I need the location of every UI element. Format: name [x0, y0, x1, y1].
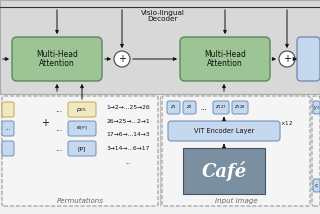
Text: ...: ... [125, 160, 131, 165]
FancyBboxPatch shape [2, 102, 14, 117]
Text: $z_2$: $z_2$ [186, 104, 193, 111]
Text: Multi-Head: Multi-Head [204, 49, 246, 58]
Text: +: + [41, 118, 49, 128]
Text: $e_{[P]}$: $e_{[P]}$ [76, 124, 88, 133]
Circle shape [279, 51, 295, 67]
FancyBboxPatch shape [68, 102, 96, 117]
Text: c: c [315, 183, 318, 188]
Text: $y_1$: $y_1$ [313, 104, 320, 111]
Text: ...: ... [5, 126, 11, 131]
Text: ...: ... [201, 104, 207, 110]
Text: ...: ... [55, 105, 63, 114]
Text: $p_{25}$: $p_{25}$ [76, 106, 88, 113]
FancyBboxPatch shape [2, 141, 14, 156]
FancyBboxPatch shape [12, 37, 102, 81]
Text: Multi-Head: Multi-Head [36, 49, 78, 58]
FancyBboxPatch shape [68, 121, 96, 136]
Text: 1→2→...25→26: 1→2→...25→26 [106, 104, 150, 110]
FancyBboxPatch shape [313, 101, 320, 114]
Text: $z_{128}$: $z_{128}$ [234, 104, 246, 111]
Text: $z_1$: $z_1$ [170, 104, 177, 111]
Text: Permutations: Permutations [57, 198, 103, 204]
Text: +: + [283, 54, 291, 64]
Bar [0, 0, 320, 94]
Text: 26→25→...2→1: 26→25→...2→1 [106, 119, 150, 123]
Text: $z_{127}$: $z_{127}$ [215, 104, 227, 111]
FancyBboxPatch shape [162, 96, 310, 206]
FancyBboxPatch shape [2, 96, 158, 206]
Text: 3→14→...6→17: 3→14→...6→17 [106, 147, 150, 152]
FancyBboxPatch shape [168, 121, 280, 141]
FancyBboxPatch shape [180, 37, 270, 81]
Text: Café: Café [201, 161, 247, 181]
Text: ...: ... [55, 144, 63, 153]
Text: [P]: [P] [78, 146, 86, 151]
FancyBboxPatch shape [183, 101, 196, 114]
Text: $\times$12: $\times$12 [280, 119, 293, 127]
Text: ViT Encoder Layer: ViT Encoder Layer [194, 128, 254, 134]
FancyBboxPatch shape [68, 141, 96, 156]
FancyBboxPatch shape [167, 101, 180, 114]
FancyBboxPatch shape [213, 101, 229, 114]
Text: Attention: Attention [207, 58, 243, 67]
Bar [183, 148, 265, 194]
Circle shape [114, 51, 130, 67]
Text: 17→6→...14→3: 17→6→...14→3 [106, 132, 150, 138]
Text: Decoder: Decoder [148, 16, 178, 22]
Text: ...: ... [55, 124, 63, 133]
FancyBboxPatch shape [2, 121, 14, 136]
Text: Input Image: Input Image [215, 198, 257, 204]
Text: +: + [118, 54, 126, 64]
FancyBboxPatch shape [312, 96, 320, 206]
FancyBboxPatch shape [313, 179, 320, 192]
Text: Attention: Attention [39, 58, 75, 67]
Text: Visio-lingual: Visio-lingual [141, 10, 185, 16]
FancyBboxPatch shape [297, 37, 320, 81]
FancyBboxPatch shape [232, 101, 248, 114]
